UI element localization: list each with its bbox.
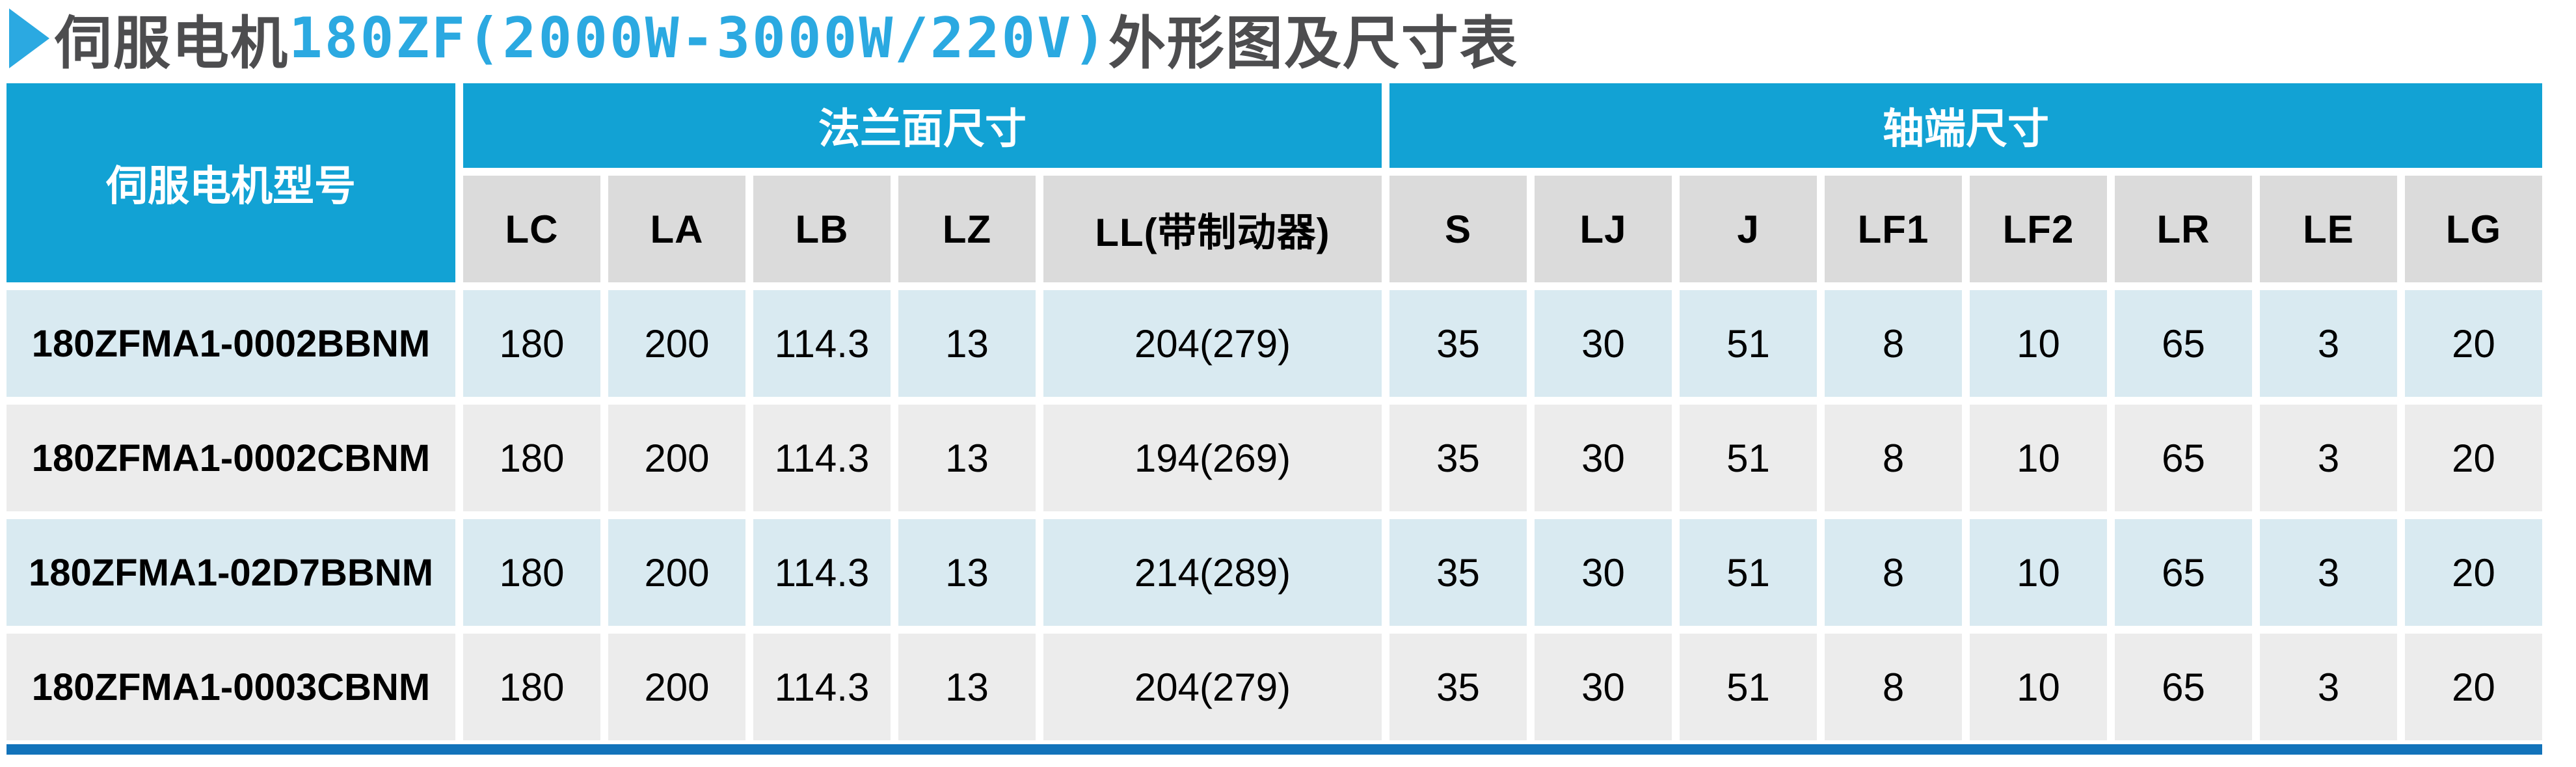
col-header-lf2: LF2 <box>1970 176 2107 282</box>
value-cell: 10 <box>1970 634 2107 740</box>
value-cell: 180 <box>463 634 600 740</box>
col-header-ll-with-brake: LL(带制动器) <box>1043 176 1382 282</box>
value-cell: 10 <box>1970 519 2107 626</box>
col-header-lr: LR <box>2115 176 2252 282</box>
col-header-lb: LB <box>753 176 891 282</box>
value-cell: 65 <box>2115 290 2252 397</box>
value-cell: 35 <box>1389 405 1527 511</box>
value-cell: 180 <box>463 290 600 397</box>
col-header-servo-model: 伺服电机型号 <box>7 83 455 282</box>
value-cell: 180 <box>463 519 600 626</box>
value-cell: 204(279) <box>1043 290 1382 397</box>
title-model-spec: 180ZF(2000W-3000W/220V) <box>289 6 1108 71</box>
value-cell: 114.3 <box>753 290 891 397</box>
value-cell: 20 <box>2405 405 2542 511</box>
value-cell: 114.3 <box>753 634 891 740</box>
value-cell: 114.3 <box>753 405 891 511</box>
model-cell: 180ZFMA1-02D7BBNM <box>7 519 455 626</box>
value-cell: 3 <box>2260 634 2397 740</box>
group-header-flange-dimensions: 法兰面尺寸 <box>463 83 1382 168</box>
value-cell: 13 <box>898 519 1036 626</box>
value-cell: 8 <box>1825 634 1962 740</box>
value-cell: 13 <box>898 290 1036 397</box>
value-cell: 3 <box>2260 405 2397 511</box>
value-cell: 10 <box>1970 405 2107 511</box>
col-header-lz: LZ <box>898 176 1036 282</box>
value-cell: 51 <box>1680 634 1817 740</box>
value-cell: 30 <box>1535 290 1672 397</box>
group-header-shaft-dimensions: 轴端尺寸 <box>1389 83 2542 168</box>
value-cell: 214(289) <box>1043 519 1382 626</box>
bottom-accent-bar <box>7 744 2542 755</box>
value-cell: 10 <box>1970 290 2107 397</box>
value-cell: 65 <box>2115 519 2252 626</box>
title-arrow-icon <box>9 8 49 68</box>
col-header-le: LE <box>2260 176 2397 282</box>
col-header-lc: LC <box>463 176 600 282</box>
value-cell: 20 <box>2405 290 2542 397</box>
value-cell: 30 <box>1535 405 1672 511</box>
model-cell: 180ZFMA1-0002CBNM <box>7 405 455 511</box>
value-cell: 51 <box>1680 519 1817 626</box>
value-cell: 35 <box>1389 519 1527 626</box>
col-header-lg: LG <box>2405 176 2542 282</box>
value-cell: 65 <box>2115 634 2252 740</box>
value-cell: 30 <box>1535 634 1672 740</box>
value-cell: 3 <box>2260 519 2397 626</box>
value-cell: 35 <box>1389 634 1527 740</box>
value-cell: 180 <box>463 405 600 511</box>
value-cell: 200 <box>608 290 745 397</box>
value-cell: 35 <box>1389 290 1527 397</box>
value-cell: 8 <box>1825 290 1962 397</box>
dimension-table: 伺服电机型号 法兰面尺寸 轴端尺寸 LC LA LB LZ LL(带制动器) S… <box>7 83 2542 740</box>
value-cell: 200 <box>608 405 745 511</box>
value-cell: 3 <box>2260 290 2397 397</box>
value-cell: 13 <box>898 634 1036 740</box>
value-cell: 30 <box>1535 519 1672 626</box>
col-header-s: S <box>1389 176 1527 282</box>
value-cell: 51 <box>1680 290 1817 397</box>
value-cell: 204(279) <box>1043 634 1382 740</box>
value-cell: 13 <box>898 405 1036 511</box>
value-cell: 51 <box>1680 405 1817 511</box>
col-header-lj: LJ <box>1535 176 1672 282</box>
col-header-j: J <box>1680 176 1817 282</box>
value-cell: 8 <box>1825 519 1962 626</box>
value-cell: 8 <box>1825 405 1962 511</box>
page-title: 伺服电机 180ZF(2000W-3000W/220V) 外形图及尺寸表 <box>9 0 1518 77</box>
value-cell: 200 <box>608 634 745 740</box>
value-cell: 20 <box>2405 519 2542 626</box>
title-text-prefix: 伺服电机 <box>55 10 289 75</box>
value-cell: 65 <box>2115 405 2252 511</box>
value-cell: 200 <box>608 519 745 626</box>
col-header-lf1: LF1 <box>1825 176 1962 282</box>
value-cell: 114.3 <box>753 519 891 626</box>
title-text-suffix: 外形图及尺寸表 <box>1108 10 1518 75</box>
value-cell: 194(269) <box>1043 405 1382 511</box>
model-cell: 180ZFMA1-0003CBNM <box>7 634 455 740</box>
value-cell: 20 <box>2405 634 2542 740</box>
col-header-la: LA <box>608 176 745 282</box>
model-cell: 180ZFMA1-0002BBNM <box>7 290 455 397</box>
